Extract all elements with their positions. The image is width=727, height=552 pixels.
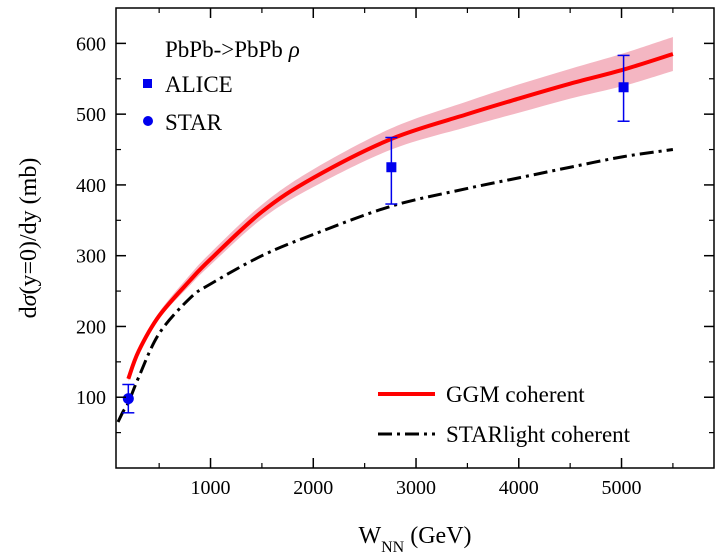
y-tick-label: 600 — [76, 33, 106, 55]
alice-legend-marker — [143, 79, 152, 88]
x-tick-label: 5000 — [602, 477, 642, 499]
star-legend-marker — [143, 116, 153, 126]
alice-point — [618, 82, 629, 93]
plot-area — [116, 37, 674, 423]
legend-header: PbPb->PbPb ρ — [165, 37, 300, 62]
data-markers — [122, 54, 630, 414]
y-tick-label: 500 — [76, 104, 106, 126]
y-axis-title: dσ(y=0)/dy (mb) — [16, 158, 42, 319]
starlight-coherent-line — [116, 148, 674, 423]
alice-legend-label: ALICE — [165, 72, 233, 97]
x-tick-label: 4000 — [499, 477, 539, 499]
y-tick-label: 100 — [76, 387, 106, 409]
ggm-legend-label: GGM coherent — [446, 382, 585, 407]
x-axis-title: WNN (GeV) — [358, 523, 471, 552]
axis-ticks: 1000 2000 3000 4000 5000 100 200 300 400 500 600 — [76, 8, 714, 499]
starlight-legend-label: STARlight coherent — [446, 422, 631, 447]
alice-point — [386, 162, 397, 173]
y-tick-label: 400 — [76, 175, 106, 197]
star-legend-label: STAR — [165, 110, 223, 135]
legend-bottom: GGM coherent STARlight coherent — [378, 382, 631, 447]
ggm-coherent-line — [126, 52, 674, 380]
y-tick-label: 200 — [76, 316, 106, 338]
star-point — [122, 393, 134, 405]
legend-top: PbPb->PbPb ρ ALICE STAR — [143, 37, 300, 135]
plot-frame — [115, 7, 715, 469]
y-tick-label: 300 — [76, 246, 106, 268]
x-tick-label: 1000 — [191, 477, 231, 499]
x-tick-label: 3000 — [396, 477, 436, 499]
x-tick-label: 2000 — [293, 477, 333, 499]
